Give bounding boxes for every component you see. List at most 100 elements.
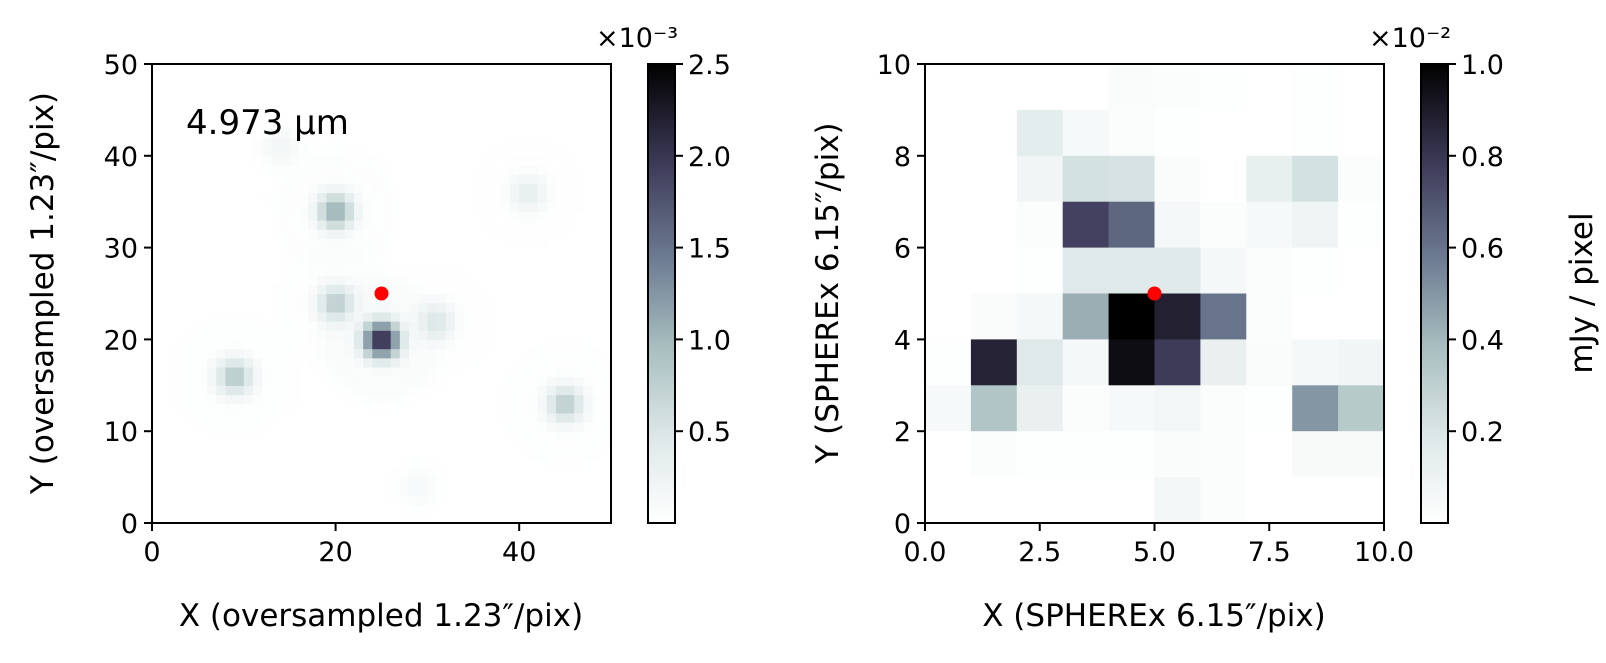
image-pixel	[262, 348, 272, 359]
image-pixel	[225, 403, 236, 414]
image-pixel	[326, 256, 337, 267]
image-pixel	[252, 155, 263, 166]
image-pixel	[409, 293, 419, 304]
image-pixel	[482, 220, 493, 230]
image-pixel	[528, 238, 539, 249]
image-pixel	[390, 357, 401, 368]
image-pixel	[583, 440, 594, 451]
image-pixel	[390, 339, 401, 350]
image-pixel	[298, 128, 309, 139]
image-pixel	[473, 201, 484, 212]
image-pixel	[500, 164, 511, 175]
image-pixel	[363, 321, 373, 331]
image-pixel	[565, 431, 575, 441]
image-pixel	[427, 504, 438, 515]
image-pixel	[317, 238, 328, 249]
image-pixel	[188, 366, 199, 377]
image-pixel	[317, 366, 328, 377]
image-pixel	[298, 229, 309, 240]
image-pixel	[381, 229, 392, 240]
image-pixel	[243, 385, 254, 396]
image-pixel	[399, 504, 410, 515]
spherex-pixel	[970, 385, 1018, 432]
image-pixel	[390, 403, 401, 414]
image-pixel	[436, 311, 447, 322]
image-pixel	[298, 293, 309, 304]
image-pixel	[216, 311, 227, 322]
image-pixel	[326, 311, 337, 322]
image-pixel	[427, 366, 438, 377]
image-pixel	[344, 183, 355, 194]
image-pixel	[353, 348, 364, 359]
image-pixel	[381, 265, 392, 276]
image-pixel	[473, 311, 484, 322]
image-pixel	[418, 477, 428, 487]
image-pixel	[546, 385, 557, 396]
image-pixel	[528, 366, 539, 377]
spherex-pixel	[1016, 155, 1064, 203]
spherex-pixel	[1154, 293, 1201, 340]
image-pixel	[381, 174, 392, 184]
image-pixel	[344, 201, 355, 212]
image-pixel	[519, 164, 529, 175]
image-pixel	[308, 210, 318, 221]
image-pixel	[537, 394, 548, 405]
image-pixel	[399, 311, 410, 322]
image-pixel	[436, 467, 447, 478]
image-pixel	[363, 229, 373, 240]
image-pixel	[234, 412, 245, 423]
image-pixel	[372, 339, 383, 350]
image-pixel	[528, 385, 539, 396]
image-pixel	[427, 467, 438, 478]
image-pixel	[317, 330, 328, 340]
right-colorbar-frame	[1420, 63, 1449, 524]
image-pixel	[289, 155, 300, 166]
image-pixel	[188, 348, 199, 359]
image-pixel	[363, 385, 373, 396]
image-pixel	[390, 376, 401, 386]
spherex-pixel	[1108, 247, 1155, 294]
x-tick-label: 20	[318, 537, 352, 568]
image-pixel	[280, 385, 291, 396]
image-pixel	[234, 394, 245, 405]
spherex-pixel	[1200, 431, 1247, 478]
image-pixel	[289, 119, 300, 129]
image-pixel	[555, 201, 566, 212]
image-pixel	[482, 330, 493, 340]
image-pixel	[399, 357, 410, 368]
image-pixel	[510, 201, 520, 212]
image-pixel	[565, 385, 575, 396]
image-pixel	[436, 477, 447, 487]
image-pixel	[298, 137, 309, 148]
image-pixel	[574, 385, 585, 396]
image-pixel	[271, 119, 282, 129]
image-pixel	[537, 458, 548, 469]
image-pixel	[555, 394, 566, 405]
image-pixel	[519, 412, 529, 423]
image-pixel	[344, 357, 355, 368]
image-pixel	[317, 284, 328, 295]
image-pixel	[574, 422, 585, 432]
image-pixel	[473, 330, 484, 340]
image-pixel	[510, 238, 520, 249]
image-pixel	[510, 192, 520, 203]
image-pixel	[491, 201, 502, 212]
image-pixel	[574, 183, 585, 194]
image-pixel	[280, 339, 291, 350]
image-pixel	[289, 229, 300, 240]
image-pixel	[188, 339, 199, 350]
image-pixel	[363, 183, 373, 194]
image-pixel	[289, 284, 300, 295]
image-pixel	[317, 339, 328, 350]
image-pixel	[381, 376, 392, 386]
image-pixel	[216, 431, 227, 441]
image-pixel	[390, 394, 401, 405]
image-pixel	[344, 155, 355, 166]
image-pixel	[308, 174, 318, 184]
image-pixel	[262, 146, 272, 157]
image-pixel	[574, 201, 585, 212]
image-pixel	[298, 265, 309, 276]
image-pixel	[390, 284, 401, 295]
image-pixel	[445, 302, 456, 313]
image-pixel	[298, 348, 309, 359]
